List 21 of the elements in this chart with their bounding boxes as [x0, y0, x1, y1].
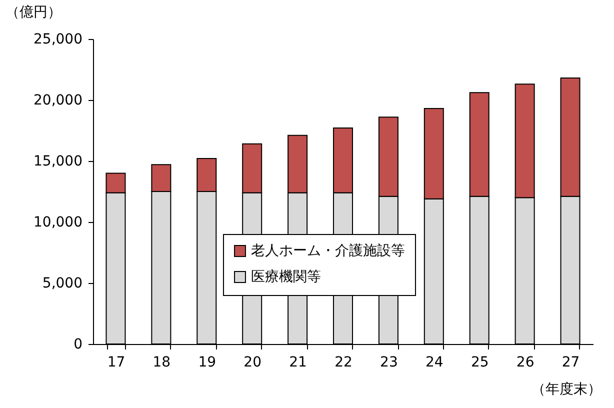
y-tick-label: 25,000: [34, 32, 82, 48]
x-tick-label: 24: [425, 354, 444, 370]
y-axis-title: （億円）: [6, 4, 62, 20]
y-tick-label: 0: [74, 336, 82, 352]
x-tick-label: 22: [334, 354, 352, 370]
y-tick-label: 15,000: [34, 154, 82, 170]
legend-label: 老人ホーム・介護施設等: [251, 243, 405, 259]
x-tick-label: 18: [152, 354, 171, 370]
x-tick-label: 23: [380, 354, 398, 370]
x-tick-label: 19: [198, 354, 216, 370]
x-tick-label: 20: [244, 354, 262, 370]
y-tick-label: 5,000: [42, 276, 82, 292]
legend-label: 医療機関等: [251, 269, 321, 285]
x-tick-label: 21: [289, 354, 307, 370]
x-tick-label: 25: [470, 354, 489, 370]
x-tick-label: 17: [107, 354, 126, 370]
y-tick-label: 10,000: [34, 214, 82, 230]
y-tick-label: 20,000: [34, 92, 82, 108]
x-tick-label: 26: [516, 354, 534, 370]
x-axis-title: （年度末）: [532, 382, 602, 398]
x-tick-label: 27: [562, 354, 580, 370]
